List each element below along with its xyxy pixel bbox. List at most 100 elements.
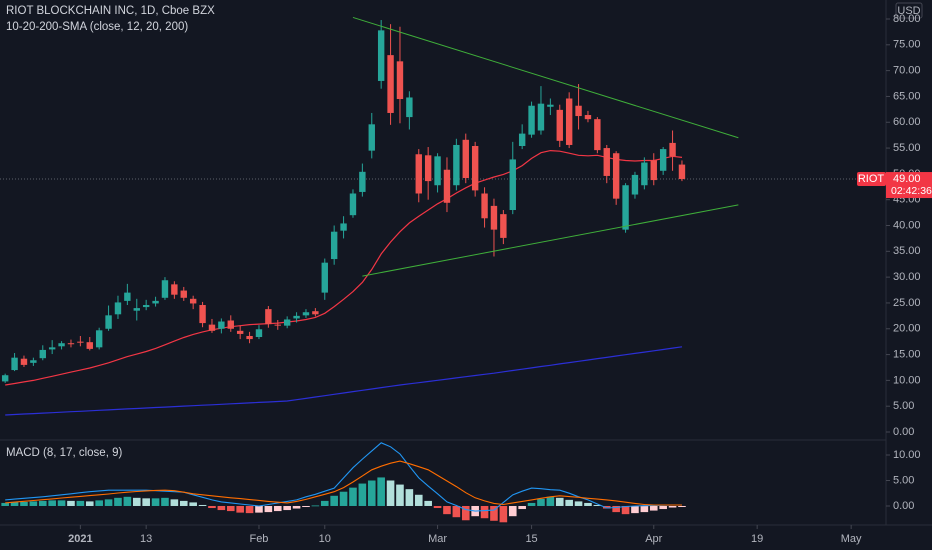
y-tick-label: 55.00 — [893, 142, 921, 154]
y-tick-label: 65.00 — [893, 90, 921, 102]
histogram-bar — [631, 505, 639, 514]
histogram-bar — [320, 500, 329, 506]
chart-title: RIOT BLOCKCHAIN INC, 1D, Cboe BZX — [6, 5, 215, 17]
candle-body — [471, 146, 479, 191]
histogram-bar — [132, 497, 141, 506]
y-tick-label: 10.00 — [893, 449, 921, 461]
histogram-bar — [649, 505, 658, 511]
candle-body — [528, 105, 535, 135]
sma-line — [5, 346, 683, 416]
candle-body — [490, 205, 498, 230]
histogram-bar — [480, 505, 489, 519]
indicator-title: 10-20-200-SMA (close, 12, 20, 200) — [6, 21, 188, 33]
candle-body — [152, 300, 159, 304]
histogram-bar — [508, 505, 517, 517]
candle-body — [142, 305, 150, 308]
y-tick-label: 5.00 — [893, 400, 914, 412]
histogram-bar — [311, 505, 320, 507]
x-tick-label: 2021 — [68, 533, 92, 545]
symbol-tag — [857, 172, 886, 187]
histogram-bar — [48, 500, 56, 506]
histogram-bar — [236, 505, 244, 513]
histogram-bar — [283, 505, 291, 511]
histogram-bar — [67, 500, 75, 506]
candle-body — [406, 97, 413, 118]
price-tag-label: 49.00 — [893, 173, 921, 185]
candle-body — [180, 290, 187, 298]
candle-body — [105, 315, 112, 329]
histogram-bar — [123, 496, 132, 506]
histogram-bar — [593, 504, 602, 506]
candle-body — [58, 343, 65, 347]
candle-body — [283, 319, 291, 326]
candle-body — [518, 133, 526, 146]
histogram-bar — [367, 480, 376, 506]
candle-body — [556, 109, 563, 141]
histogram-bar — [114, 497, 122, 506]
candle-body — [594, 119, 601, 151]
y-tick-label: 0.00 — [893, 500, 914, 512]
histogram-bar — [612, 505, 620, 513]
candle-body — [415, 154, 422, 194]
histogram-bar — [198, 504, 207, 506]
candle-body — [537, 103, 545, 131]
histogram-bar — [640, 505, 649, 513]
candle-body — [575, 105, 582, 117]
y-tick-label: 35.00 — [893, 245, 921, 257]
histogram-bar — [377, 477, 385, 506]
candle-body — [171, 284, 178, 295]
x-tick-label: Feb — [249, 533, 268, 545]
x-tick-label: 19 — [751, 533, 763, 545]
candle-body — [39, 349, 46, 359]
histogram-bar — [161, 497, 169, 506]
histogram-bar — [678, 505, 686, 508]
histogram-bar — [555, 497, 564, 506]
candle-body — [189, 298, 197, 304]
histogram-bar — [292, 505, 301, 509]
candle-body — [208, 324, 216, 331]
candle-body — [236, 330, 244, 334]
y-tick-label: 80.00 — [893, 13, 921, 25]
candle-body — [659, 149, 667, 171]
candle-body — [274, 324, 281, 326]
histogram-bar — [433, 505, 442, 509]
candle-body — [434, 156, 441, 186]
histogram-bar — [1, 502, 9, 506]
countdown-label: 02:42:36 — [891, 185, 932, 197]
candle-body — [622, 185, 629, 230]
y-tick-label: 5.00 — [893, 474, 914, 486]
candle-body — [255, 329, 263, 338]
histogram-bar — [659, 505, 667, 510]
histogram-bar — [349, 487, 357, 506]
candle-body — [114, 302, 122, 315]
histogram-bar — [443, 505, 451, 515]
candle-body — [584, 115, 592, 120]
candle-body — [481, 193, 488, 219]
histogram-bar — [20, 501, 28, 506]
signal-line — [5, 460, 682, 506]
histogram-bar — [179, 500, 188, 506]
candle-body — [321, 262, 328, 293]
trendline — [352, 16, 739, 139]
histogram-bar — [151, 498, 160, 506]
candle-body — [161, 280, 169, 298]
symbol-label: RIOT — [858, 173, 885, 185]
histogram-bar — [574, 501, 583, 506]
macd-title: MACD (8, 17, close, 9) — [6, 447, 122, 459]
candle-body — [565, 98, 573, 145]
y-tick-label: 15.00 — [893, 348, 921, 360]
candle-body — [199, 305, 206, 324]
candle-body — [547, 104, 554, 107]
histogram-bar — [57, 500, 66, 506]
histogram-bar — [189, 502, 197, 506]
currency: USD — [897, 5, 920, 17]
histogram-bar — [104, 499, 113, 506]
histogram-bar — [405, 489, 414, 506]
candle-body — [67, 343, 75, 345]
candle-body — [669, 142, 676, 157]
y-tick-label: 10.00 — [893, 374, 921, 386]
candle-body — [218, 321, 225, 329]
y-tick-label: 30.00 — [893, 271, 921, 283]
